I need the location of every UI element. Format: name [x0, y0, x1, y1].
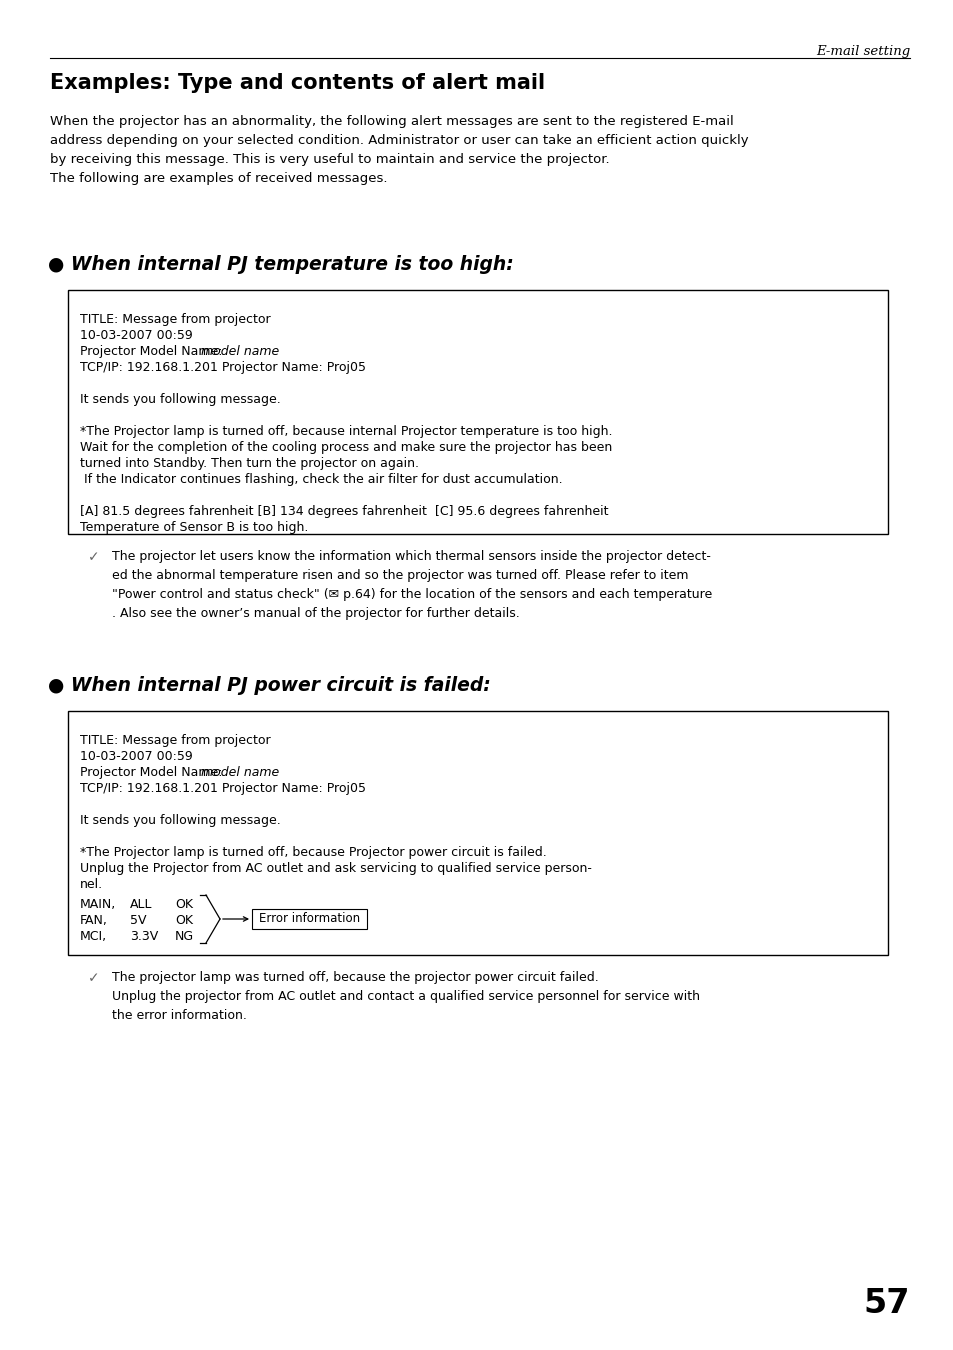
Text: *The Projector lamp is turned off, because Projector power circuit is failed.: *The Projector lamp is turned off, becau… [80, 846, 546, 859]
Text: FAN,: FAN, [80, 914, 108, 927]
Text: NG: NG [174, 930, 193, 944]
Text: ● When internal PJ temperature is too high:: ● When internal PJ temperature is too hi… [48, 255, 514, 274]
Text: Projector Model Name:: Projector Model Name: [80, 765, 226, 779]
Text: ALL: ALL [130, 898, 152, 911]
Text: When the projector has an abnormality, the following alert messages are sent to : When the projector has an abnormality, t… [50, 115, 733, 128]
Text: "Power control and status check" (✉ p.64) for the location of the sensors and ea: "Power control and status check" (✉ p.64… [112, 589, 712, 601]
Text: nel.: nel. [80, 878, 103, 891]
Bar [68, 290, 887, 535]
Text: 10-03-2007 00:59: 10-03-2007 00:59 [80, 329, 193, 342]
Text: Unplug the Projector from AC outlet and ask servicing to qualified service perso: Unplug the Projector from AC outlet and … [80, 863, 591, 875]
Text: ✓: ✓ [88, 549, 99, 564]
Text: ● When internal PJ power circuit is failed:: ● When internal PJ power circuit is fail… [48, 676, 490, 695]
Text: The projector let users know the information which thermal sensors inside the pr: The projector let users know the informa… [112, 549, 710, 563]
Text: MCI,: MCI, [80, 930, 107, 944]
Text: TITLE: Message from projector: TITLE: Message from projector [80, 313, 271, 325]
Text: 57: 57 [862, 1287, 909, 1320]
Bar [252, 909, 367, 929]
Text: The following are examples of received messages.: The following are examples of received m… [50, 171, 387, 185]
Text: *The Projector lamp is turned off, because internal Projector temperature is too: *The Projector lamp is turned off, becau… [80, 425, 612, 437]
Text: It sends you following message.: It sends you following message. [80, 814, 280, 828]
Text: model name: model name [201, 346, 279, 358]
Text: address depending on your selected condition. Administrator or user can take an : address depending on your selected condi… [50, 134, 748, 147]
Text: TCP/IP: 192.168.1.201 Projector Name: Proj05: TCP/IP: 192.168.1.201 Projector Name: Pr… [80, 360, 366, 374]
Text: The projector lamp was turned off, because the projector power circuit failed.: The projector lamp was turned off, becau… [112, 971, 598, 984]
Bar [68, 711, 887, 954]
Text: TCP/IP: 192.168.1.201 Projector Name: Proj05: TCP/IP: 192.168.1.201 Projector Name: Pr… [80, 782, 366, 795]
Text: OK: OK [174, 914, 193, 927]
Text: [A] 81.5 degrees fahrenheit [B] 134 degrees fahrenheit  [C] 95.6 degrees fahrenh: [A] 81.5 degrees fahrenheit [B] 134 degr… [80, 505, 608, 518]
Text: model name: model name [201, 765, 279, 779]
Text: . Also see the owner’s manual of the projector for further details.: . Also see the owner’s manual of the pro… [112, 608, 519, 620]
Text: Examples: Type and contents of alert mail: Examples: Type and contents of alert mai… [50, 73, 544, 93]
Text: Projector Model Name:: Projector Model Name: [80, 346, 226, 358]
Text: ✓: ✓ [88, 971, 99, 986]
Text: E-mail setting: E-mail setting [815, 45, 909, 58]
Text: It sends you following message.: It sends you following message. [80, 393, 280, 406]
Text: Unplug the projector from AC outlet and contact a qualified service personnel fo: Unplug the projector from AC outlet and … [112, 990, 700, 1003]
Text: 5V: 5V [130, 914, 147, 927]
Text: 10-03-2007 00:59: 10-03-2007 00:59 [80, 751, 193, 763]
Text: the error information.: the error information. [112, 1008, 247, 1022]
Text: TITLE: Message from projector: TITLE: Message from projector [80, 734, 271, 747]
Text: 3.3V: 3.3V [130, 930, 158, 944]
Text: by receiving this message. This is very useful to maintain and service the proje: by receiving this message. This is very … [50, 153, 609, 166]
Text: Temperature of Sensor B is too high.: Temperature of Sensor B is too high. [80, 521, 308, 535]
Text: ed the abnormal temperature risen and so the projector was turned off. Please re: ed the abnormal temperature risen and so… [112, 568, 688, 582]
Text: Wait for the completion of the cooling process and make sure the projector has b: Wait for the completion of the cooling p… [80, 441, 612, 454]
Text: OK: OK [174, 898, 193, 911]
Text: Error information: Error information [258, 913, 359, 926]
Text: MAIN,: MAIN, [80, 898, 116, 911]
Text: If the Indicator continues flashing, check the air filter for dust accumulation.: If the Indicator continues flashing, che… [80, 472, 562, 486]
Text: turned into Standby. Then turn the projector on again.: turned into Standby. Then turn the proje… [80, 458, 418, 470]
